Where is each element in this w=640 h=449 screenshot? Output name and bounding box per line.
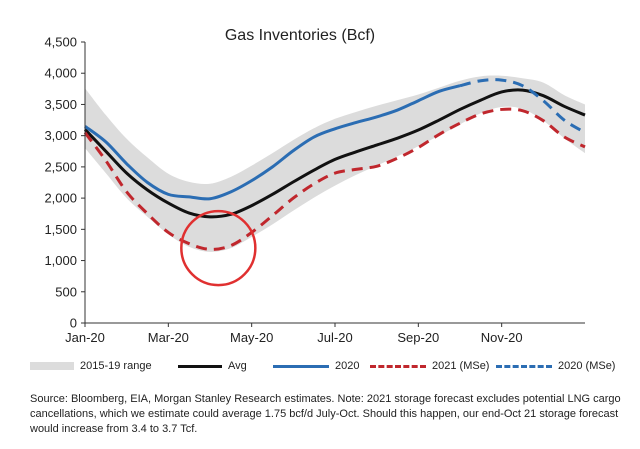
series-line-2020 [84,84,461,201]
source-note: Source: Bloomberg, EIA, Morgan Stanley R… [30,393,621,435]
y-tick-label: 3,500 [44,97,77,112]
x-tick-label: May-20 [230,330,273,345]
legend-item-2020: 2020 [273,360,359,372]
legend-swatch-range [30,362,74,370]
legend-label-range: 2015-19 range [80,360,152,372]
line-chart: Gas Inventories (Bcf) 0 500 1,000 1,500 2,00… [44,27,586,345]
legend-label-2020: 2020 [335,360,360,372]
legend-swatch-2021-mse [370,364,426,368]
series-line-2021-mse [83,107,586,251]
series-line-avg [83,88,586,219]
y-tick-label: 1,000 [44,253,77,268]
series-layer [83,78,586,251]
band-area-2015-19-range [85,75,585,252]
x-tick-label: Mar-20 [148,330,189,345]
chart-title: Gas Inventories (Bcf) [225,27,375,44]
y-tick-label: 1,500 [44,222,77,237]
y-tick-label: 4,000 [44,66,77,81]
x-tick-label: Nov-20 [481,330,523,345]
axis-layer: 0 500 1,000 1,500 2,000 2,500 3,000 3,500 4,000 4… [44,35,585,345]
y-tick-label: 2,500 [44,159,77,174]
chart-legend: 2015-19 range Avg 2020 2021 (MSe) 2020 (… [30,360,630,382]
legend-label-2020-mse: 2020 (MSe) [558,360,616,372]
annotation-layer [180,209,257,287]
legend-swatch-2020 [273,364,329,368]
legend-item-2020-mse: 2020 (MSe) [496,360,615,372]
legend-swatch-avg [178,364,222,368]
y-tick-label: 3,000 [44,128,77,143]
band-layer [85,75,585,252]
legend-item-avg: Avg [178,360,247,372]
legend-item-2021-mse: 2021 (MSe) [370,360,489,372]
legend-label-avg: Avg [228,360,247,372]
y-tick-label: 4,500 [44,35,77,50]
x-tick-label: Jul-20 [317,330,352,345]
annotation-circle [180,209,257,287]
x-tick-label: Sep-20 [397,330,439,345]
x-tick-label: Jan-20 [65,330,105,345]
series-line-2020-mse [459,78,586,134]
y-tick-label: 500 [55,284,77,299]
legend-swatch-2020-mse [496,364,552,368]
y-tick-label: 0 [70,316,77,331]
y-tick-label: 2,000 [44,191,77,206]
legend-label-2021-mse: 2021 (MSe) [432,360,490,372]
legend-item-range: 2015-19 range [30,360,152,372]
